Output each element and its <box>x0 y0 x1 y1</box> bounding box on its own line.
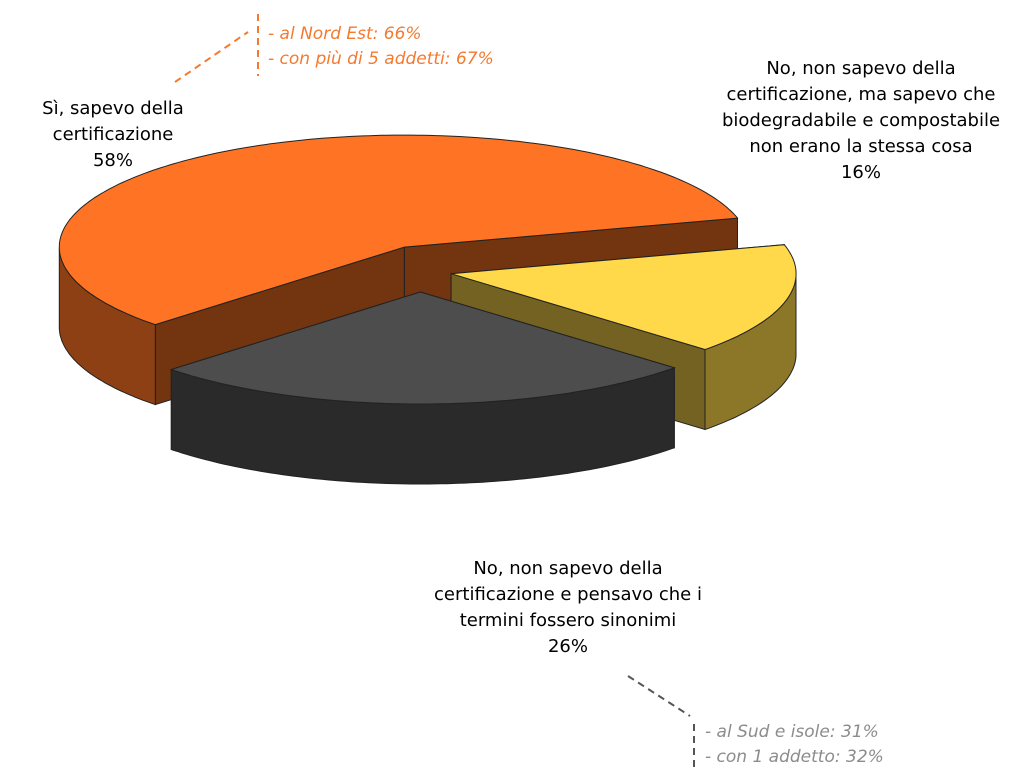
annotation: - al Nord Est: 66% - con più di 5 addett… <box>268 22 494 72</box>
leader-line <box>174 14 259 83</box>
annotation-line: - al Nord Est: 66% <box>268 24 422 44</box>
slice-label: No, non sapevo della certificazione, ma … <box>710 56 1012 186</box>
category-label: Sì, sapevo della certificazione <box>42 98 184 145</box>
annotation: - al Sud e isole: 31% - con 1 addetto: 3… <box>705 720 884 770</box>
pie <box>58 134 797 485</box>
slice <box>450 244 797 351</box>
leader-line <box>627 675 695 768</box>
slice <box>58 134 739 326</box>
slice <box>169 291 676 405</box>
value-label: 16% <box>840 162 881 183</box>
annotation-line: - con 1 addetto: 32% <box>705 747 884 767</box>
slice-label: Sì, sapevo della certificazione 58% <box>8 96 218 174</box>
value-label: 58% <box>92 150 133 171</box>
slice-label: No, non sapevo della certificazione e pe… <box>414 556 722 660</box>
annotation-line: - al Sud e isole: 31% <box>705 722 879 742</box>
category-label: No, non sapevo della certificazione e pe… <box>434 558 702 631</box>
category-label: No, non sapevo della certificazione, ma … <box>721 58 1001 157</box>
value-label: 26% <box>547 636 588 657</box>
annotation-line: - con più di 5 addetti: 67% <box>268 49 494 69</box>
